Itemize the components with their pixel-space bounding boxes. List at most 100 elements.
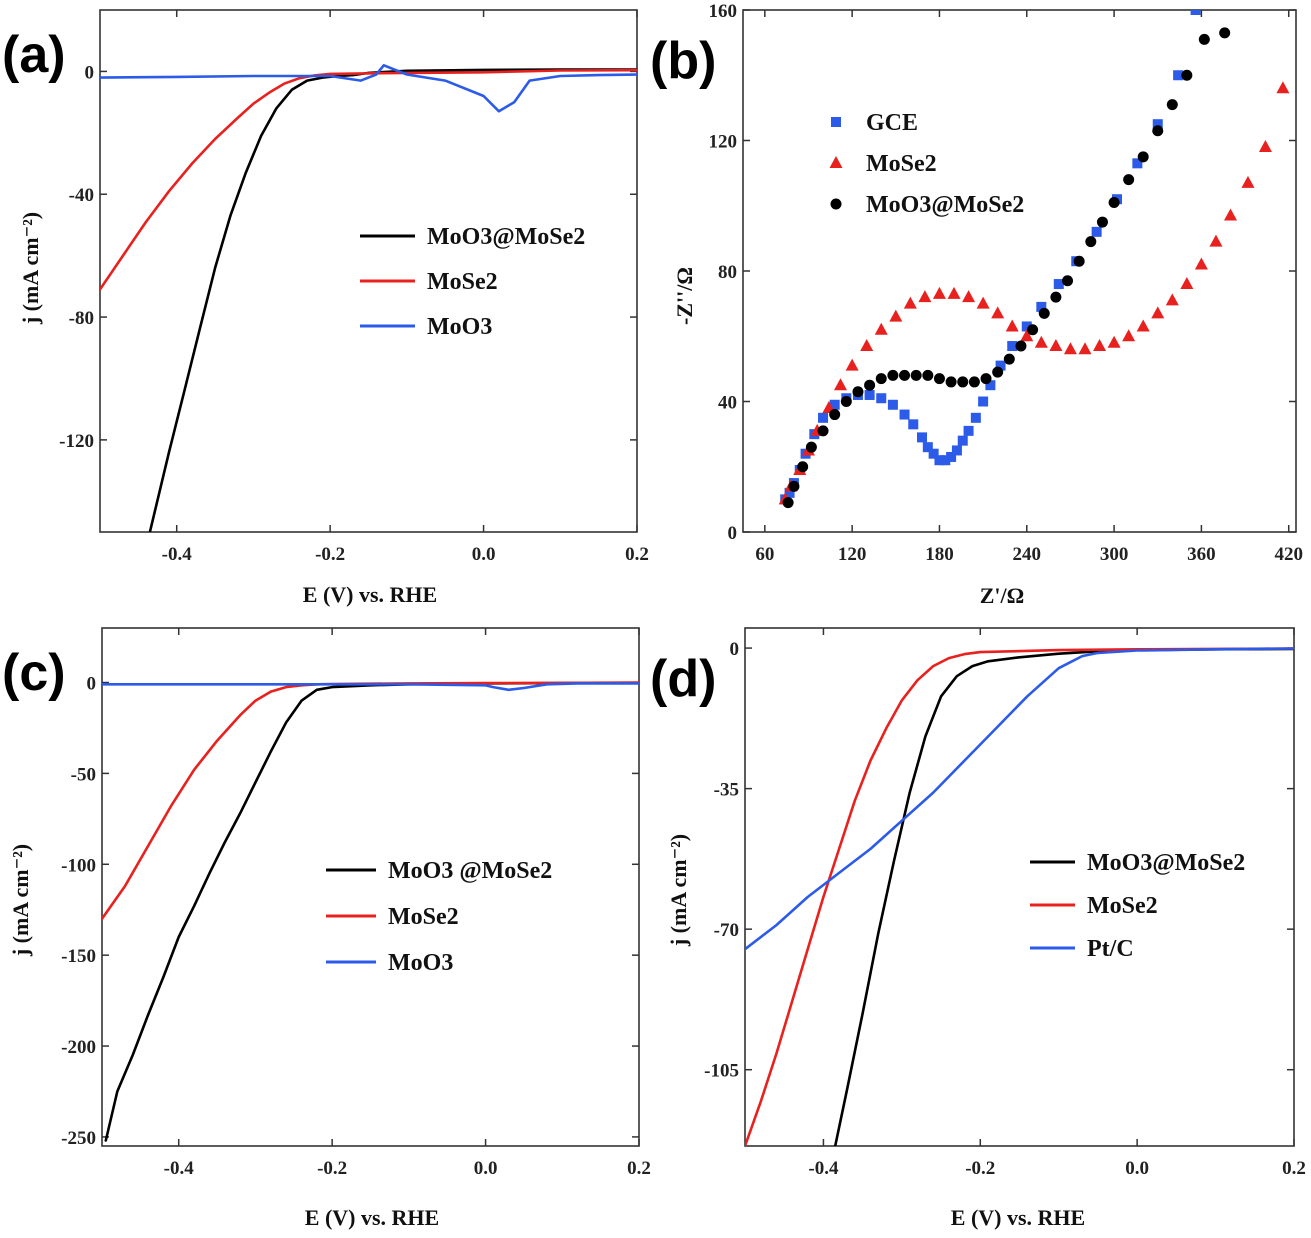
data-point-b-0: [985, 380, 996, 391]
data-point-b-0: [864, 389, 875, 400]
plot-c: -0.4 -0.2 0.0 0.2 0 -50 -100 -150 -200 -250 MoO3 @…: [61, 627, 651, 1179]
data-point-b-2: [782, 497, 794, 509]
data-point-b-1: [1136, 319, 1150, 332]
data-point-b-0: [1132, 158, 1143, 169]
plot-b: 60 120 180 240 300 360 420 0 40 80 120 160 GCE MoSe2 M…: [709, 1, 1303, 565]
data-point-b-0: [1053, 279, 1064, 290]
data-point-b-2: [1073, 255, 1085, 267]
data-point-b-1: [991, 306, 1005, 319]
x-tick-label-a: -0.4: [162, 544, 193, 565]
x-tick-label-b: 180: [925, 544, 954, 565]
data-point-b-2: [1166, 99, 1178, 111]
panel-label-b: (b): [650, 32, 716, 90]
data-point-b-1: [1005, 319, 1019, 332]
y-tick-label-a: -80: [69, 308, 94, 329]
data-point-b-2: [840, 396, 852, 407]
x-tick-label-c: -0.4: [164, 1158, 195, 1179]
series-line-c-0: [104, 681, 639, 1142]
data-point-b-0: [928, 448, 939, 459]
x-tick-label-c: 0.2: [627, 1158, 651, 1179]
panel-a-ylabel: j (mA cm⁻²): [18, 212, 43, 325]
panel-a-xlabel: E (V) vs. RHE: [303, 582, 437, 607]
y-tick-label-d: -35: [714, 780, 739, 801]
x-tick-label-c: 0.0: [474, 1158, 498, 1179]
data-point-b-2: [817, 425, 829, 437]
data-point-b-1: [1241, 175, 1255, 188]
y-tick-label-b: 120: [709, 132, 738, 153]
data-point-b-1: [1151, 306, 1165, 319]
data-point-b-1: [834, 378, 848, 391]
x-tick-label-d: 0.0: [1125, 1158, 1149, 1179]
data-point-b-1: [1209, 234, 1223, 247]
data-point-b-2: [1038, 307, 1050, 319]
data-point-b-0: [940, 455, 951, 466]
y-tick-label-a: -40: [69, 185, 94, 206]
data-point-b-0: [829, 399, 840, 410]
x-tick-label-a: 0.2: [625, 544, 649, 565]
series-line-a-1: [100, 68, 637, 291]
data-point-b-0: [1190, 10, 1201, 15]
plot-area-c: [102, 681, 639, 1142]
data-point-b-2: [1123, 174, 1135, 186]
panel-label-c: (c): [2, 644, 66, 702]
data-point-b-2: [1096, 216, 1108, 228]
y-tick-label-a: 0: [85, 62, 95, 83]
data-point-b-2: [1181, 69, 1193, 81]
data-point-b-1: [1034, 335, 1048, 348]
data-point-b-2: [797, 461, 809, 473]
data-point-b-0: [963, 425, 974, 436]
series-line-d-1: [745, 647, 1294, 1146]
data-point-b-0: [784, 487, 795, 498]
panel-c-xlabel: E (V) vs. RHE: [305, 1205, 439, 1230]
legend-label-b-1: MoSe2: [866, 151, 937, 177]
data-point-b-1: [1107, 335, 1121, 348]
plot-area-a: [100, 64, 637, 532]
y-tick-label-c: -250: [61, 1128, 96, 1149]
y-tick-label-d: -105: [704, 1061, 739, 1082]
panel-b-ylabel: -Z''/Ω: [672, 267, 697, 325]
data-point-b-2: [1050, 291, 1062, 303]
y-tick-label-c: -150: [61, 946, 96, 967]
legend-label-a-0: MoO3@MoSe2: [427, 224, 585, 250]
data-point-b-1: [947, 286, 961, 299]
data-point-b-0: [916, 432, 927, 443]
data-point-b-1: [1049, 339, 1063, 352]
legend-label-c-2: MoO3: [388, 950, 453, 976]
series-line-d-0: [833, 647, 1294, 1146]
data-point-b-2: [1198, 33, 1210, 45]
y-tick-label-d: -70: [714, 920, 739, 941]
x-tick-label-b: 300: [1100, 544, 1129, 565]
legend-label-a-1: MoSe2: [427, 269, 498, 295]
x-tick-label-d: 0.2: [1282, 1158, 1306, 1179]
data-point-b-0: [934, 455, 945, 466]
plot-frame-c: [101, 627, 640, 1147]
series-line-c-2: [102, 682, 639, 692]
data-point-b-2: [852, 386, 864, 398]
y-tick-label-c: -100: [61, 855, 96, 876]
legend-label-d-2: Pt/C: [1087, 936, 1134, 962]
data-point-b-0: [1036, 301, 1047, 312]
y-tick-label-a: -120: [59, 431, 94, 452]
x-tick-label-b: 240: [1013, 544, 1042, 565]
data-point-b-2: [1152, 125, 1164, 137]
data-point-b-0: [978, 396, 989, 407]
data-point-b-0: [951, 445, 962, 456]
data-point-b-1: [1258, 140, 1272, 153]
data-point-b-1: [1224, 208, 1238, 221]
data-point-b-0: [887, 399, 898, 410]
data-point-b-2: [1219, 27, 1231, 39]
y-tick-label-b: 80: [718, 262, 737, 283]
panel-b: (b) Z'/Ω -Z''/Ω: [650, 32, 1024, 608]
legend-marker-b-2: [830, 198, 842, 210]
plot-area-d: [745, 647, 1294, 1146]
y-tick-label-c: -50: [71, 764, 96, 785]
y-tick-label-b: 40: [718, 393, 737, 414]
series-line-c-1: [102, 681, 639, 921]
panel-b-xlabel: Z'/Ω: [980, 583, 1025, 608]
data-point-b-2: [957, 376, 969, 388]
panel-c-ylabel: j (mA cm⁻²): [8, 844, 33, 957]
y-tick-label-d: 0: [730, 639, 740, 660]
data-point-b-2: [910, 369, 922, 381]
data-point-b-2: [992, 366, 1004, 378]
